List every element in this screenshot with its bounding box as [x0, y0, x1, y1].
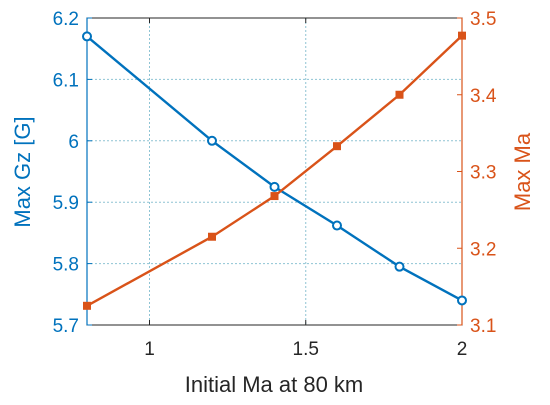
series-1-point: [269, 181, 280, 192]
y-left-tick-label: 6: [68, 132, 79, 153]
y-left-tick-label: 5.8: [53, 255, 79, 276]
x-tick-label: 2: [457, 339, 468, 360]
series-2-point: [458, 31, 466, 40]
y-left-tick-label: 6.1: [53, 70, 79, 91]
y-right-tick-label: 3.5: [470, 9, 496, 30]
y-axis-right-label: Max Ma: [510, 132, 535, 211]
series-2-point: [333, 142, 341, 151]
y-right-tick-label: 3.2: [470, 239, 496, 260]
series-1-point: [207, 135, 217, 146]
y-right-tick-label: 3.4: [470, 86, 497, 107]
y-axis-left-label: Max Gz [G]: [10, 116, 35, 227]
grid-lines: [87, 18, 462, 325]
series-1-point: [394, 261, 405, 272]
y-left-tick-label: 5.7: [53, 316, 79, 337]
series-1-point: [332, 220, 342, 231]
series-2-point: [395, 90, 404, 99]
y-right-tick-label: 3.3: [470, 163, 496, 184]
tick-labels: 1 1.5 2 5.7 5.8 5.9 6 6.1 6.2 3.1 3.2 3.3 3.4 3.5: [53, 9, 497, 360]
x-tick-label: 1.5: [293, 339, 319, 360]
y-left-tick-label: 5.9: [53, 193, 79, 214]
series-line-1: [86, 35, 463, 302]
series-2-point: [83, 301, 91, 310]
series-1-point: [457, 295, 467, 306]
series-2-point: [208, 232, 216, 241]
plot-frame: [86, 17, 463, 326]
series-line-2: [86, 34, 463, 307]
series-2-point: [270, 192, 279, 201]
y-left-tick-label: 6.2: [53, 9, 79, 30]
x-axis-label: Initial Ma at 80 km: [185, 372, 364, 397]
series-layer: [82, 31, 467, 310]
x-tick-label: 1: [144, 339, 155, 360]
y-right-tick-label: 3.1: [470, 316, 496, 337]
ticks: [86, 17, 463, 326]
series-1-point: [82, 31, 92, 42]
